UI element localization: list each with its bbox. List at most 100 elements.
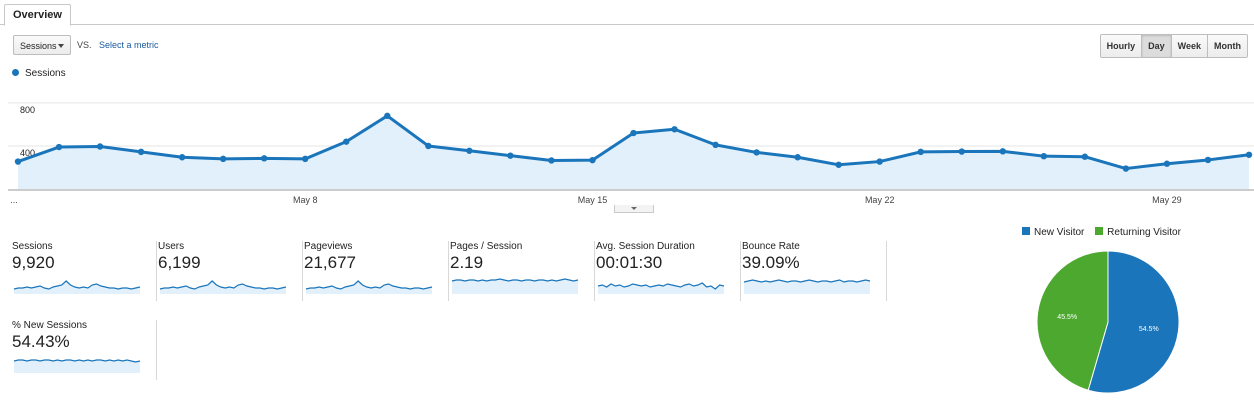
data-point [999,148,1006,155]
select-metric-link[interactable]: Select a metric [99,40,159,50]
metric-tile[interactable]: Pageviews 21,677 [304,241,449,301]
sparkline-line [597,282,725,290]
data-point [1163,160,1171,167]
data-point [96,143,104,150]
metric-tile-label: Sessions [12,241,53,252]
metric-tile-value: 6,199 [158,253,201,272]
y-tick-label: 400 [20,148,35,158]
caret-down-icon [58,44,64,48]
metric-tile-label: Pages / Session [450,241,523,252]
sparkline-area [452,279,578,294]
metric-tile[interactable]: Avg. Session Duration 00:01:30 [596,241,741,301]
data-point [589,156,596,164]
data-point [835,161,842,168]
sparkline-line [451,278,579,282]
sparkline-line [159,280,287,290]
metric-tile[interactable]: Bounce Rate 39.09% [742,241,887,301]
visitor-pie-chart: 54.5% 45.5% [1036,250,1180,394]
data-point [507,152,514,159]
data-point [55,143,63,151]
data-point [712,141,719,149]
pie-legend-new-visitor: New Visitor [1022,227,1084,238]
sparkline-line [305,280,433,290]
y-tick-label: 800 [20,105,35,115]
range-hourly-button[interactable]: Hourly [1100,35,1142,57]
metric-tile[interactable]: % New Sessions 54.43% [12,320,157,380]
chart-collapse-handle[interactable] [614,205,654,213]
metric-tile-label: Bounce Rate [742,241,800,252]
sparkline-line [743,279,871,283]
metric-tile-value: 00:01:30 [596,253,663,272]
metric-tile-label: % New Sessions [12,320,88,331]
data-point [261,155,268,162]
sparkline-area [744,280,870,294]
pie-slice-label: 54.5% [1139,326,1159,333]
data-point [137,148,145,156]
sparkline [305,280,433,294]
sessions-line-chart: 800 400... May 8 May 15 May 22 May 29 [8,102,1254,205]
x-tick-label: May 15 [578,195,608,205]
metric-tile-label: Pageviews [304,241,353,252]
sparkline [13,359,141,373]
data-point [794,154,801,161]
pie-slice [1036,250,1109,391]
metric-tile-value: 9,920 [12,253,55,272]
range-day-button[interactable]: Day [1141,35,1171,57]
data-point [1204,156,1212,164]
sparkline [159,280,287,294]
data-point [1245,151,1253,158]
data-point [384,112,391,120]
range-week-button[interactable]: Week [1170,35,1207,57]
tab-bar: Overview [0,0,1254,26]
data-point [630,129,637,137]
pie-slice [1087,250,1180,394]
data-point [548,157,555,164]
data-point [343,138,350,145]
tab-overview[interactable]: Overview [4,4,71,26]
pie-legend-label: New Visitor [1034,227,1085,238]
legend-dot-icon [12,68,19,76]
data-point [917,148,924,156]
data-point [876,158,883,165]
data-point [302,155,309,163]
data-point [219,155,227,163]
sparkline [13,280,141,294]
metric-tile-label: Avg. Session Duration [596,241,695,252]
legend-label: Sessions [25,68,66,79]
data-point [1040,152,1048,160]
metric-tile[interactable]: Sessions 9,920 [12,241,157,301]
metric-select[interactable]: Sessions [13,35,71,55]
metric-select-value: Sessions [20,41,57,51]
data-point [671,126,678,133]
pie-legend: New Visitor Returning Visitor [1022,227,1189,238]
sparkline-area [14,360,140,373]
data-point [14,158,22,165]
x-tick-label: ... [10,195,18,205]
swatch-icon [1095,227,1104,236]
pie-legend-returning-visitor: Returning Visitor [1095,227,1181,238]
data-point [466,147,473,154]
metric-tile-value: 21,677 [304,253,356,272]
metric-tile[interactable]: Users 6,199 [158,241,303,301]
sparkline-area [598,283,724,294]
time-range-group: Hourly Day Week Month [1099,34,1248,58]
metric-tile[interactable]: Pages / Session 2.19 [450,241,595,301]
data-point [1122,165,1130,172]
metric-tile-value: 54.43% [12,332,70,351]
x-tick-label: May 22 [865,195,895,205]
sparkline-line [13,359,141,363]
pie-slice-label: 45.5% [1057,314,1077,321]
sparkline-line [13,280,141,290]
caret-down-icon [631,207,637,210]
data-point [425,142,432,150]
chart-legend: Sessions [12,68,66,79]
swatch-icon [1022,227,1030,236]
pie-legend-label: Returning Visitor [1107,227,1181,238]
metric-tile-label: Users [158,241,185,252]
metric-tile-value: 39.09% [742,253,800,272]
x-tick-label: May 29 [1152,195,1182,205]
vs-label: VS. [77,40,92,50]
sparkline [451,278,579,294]
sparkline [597,282,725,294]
range-month-button[interactable]: Month [1207,35,1247,57]
